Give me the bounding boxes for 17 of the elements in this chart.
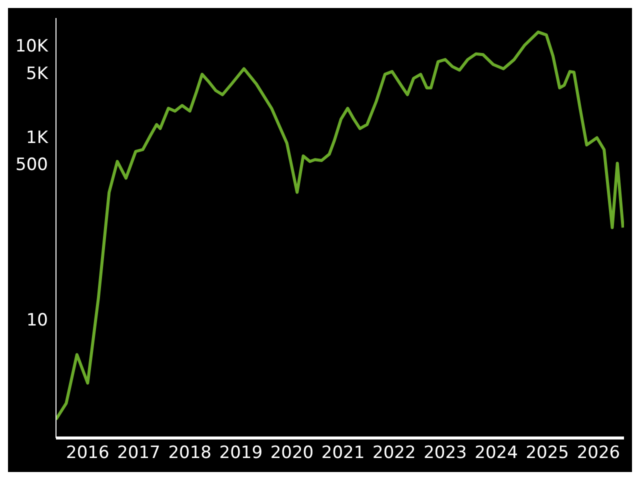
x-tick-label: 2019 <box>219 443 263 464</box>
x-tick-label: 2021 <box>321 443 365 464</box>
y-tick-label: 10K <box>15 36 49 57</box>
x-tick-label: 2023 <box>424 443 467 464</box>
x-tick-label: 2017 <box>117 443 160 464</box>
x-tick-label: 2025 <box>526 443 570 464</box>
x-tick-label: 2020 <box>270 443 314 464</box>
line-series <box>56 30 624 421</box>
x-tick-label: 2016 <box>66 443 110 464</box>
y-tick-label: 1K <box>26 128 49 148</box>
y-tick-label: 500 <box>16 155 48 176</box>
x-tick-label: 2024 <box>474 443 518 464</box>
y-tick-label: 5K <box>26 64 49 84</box>
x-tick-label: 2018 <box>168 443 212 464</box>
x-tick-label: 2026 <box>576 443 620 464</box>
x-tick-label: 2022 <box>372 443 416 464</box>
y-tick-label: 10 <box>26 310 48 330</box>
